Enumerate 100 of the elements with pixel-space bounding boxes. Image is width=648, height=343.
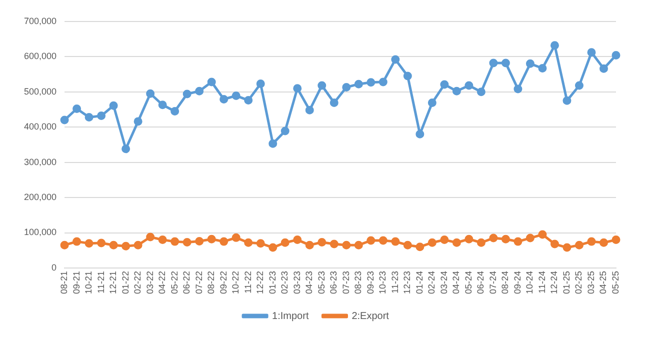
point: [122, 242, 130, 250]
y-tick-label: 300,000: [24, 156, 57, 167]
x-tick-label: 08-23: [353, 270, 364, 294]
point: [280, 126, 290, 136]
point: [366, 236, 376, 245]
point: [280, 238, 290, 247]
x-tick-label: 08-22: [206, 270, 216, 294]
point: [97, 112, 106, 120]
point: [182, 90, 192, 98]
x-tick-label: 03-25: [586, 270, 596, 294]
y-tick-label: 500,000: [24, 86, 57, 96]
point: [170, 106, 180, 116]
point: [268, 139, 278, 148]
x-tick-label: 02-23: [280, 270, 290, 294]
x-tick-label: 03-24: [438, 270, 449, 294]
x-tick-label: 02-25: [574, 270, 584, 294]
x-tick-label: 01-22: [120, 270, 130, 294]
point: [220, 95, 228, 104]
point: [122, 144, 130, 154]
x-tick-label: 09-24: [512, 270, 522, 294]
x-tick-label: 11-24: [536, 270, 547, 294]
x-tick-label: 09-21: [71, 270, 82, 294]
point: [562, 96, 572, 105]
point: [330, 98, 338, 108]
x-tick-label: 05-23: [316, 270, 326, 294]
point: [464, 81, 474, 90]
point: [428, 238, 436, 247]
y-tick-label: 0: [52, 262, 57, 272]
x-tick-label: 10-23: [378, 270, 388, 294]
point: [256, 80, 265, 88]
point: [342, 83, 351, 92]
point: [170, 237, 180, 246]
point: [244, 238, 253, 247]
point: [416, 130, 424, 138]
x-tick-label: 05-22: [169, 270, 180, 294]
y-tick-label: 100,000: [24, 227, 57, 238]
point: [207, 234, 216, 244]
legend-label: 2:Export: [352, 310, 390, 322]
point: [464, 234, 474, 244]
point: [342, 240, 351, 250]
point: [538, 230, 547, 239]
x-tick-label: 04-24: [451, 270, 462, 294]
x-tick-label: 12-21: [108, 270, 118, 294]
point: [391, 55, 400, 64]
point: [146, 89, 155, 98]
x-tick-label: 12-23: [402, 270, 412, 294]
point: [391, 237, 400, 246]
point: [599, 64, 608, 73]
point: [612, 236, 620, 244]
x-tick-label: 11-22: [242, 270, 253, 294]
point: [72, 237, 82, 246]
x-tick-label: 08-24: [500, 270, 510, 294]
point: [109, 101, 118, 110]
x-tick-label: 04-25: [598, 270, 608, 294]
x-tick-label: 06-23: [328, 270, 339, 294]
x-tick-label: 06-22: [182, 270, 192, 294]
x-tick-label: 07-24: [488, 270, 498, 294]
point: [72, 104, 82, 114]
x-tick-label: 12-24: [549, 270, 560, 294]
point: [146, 232, 155, 242]
y-tick-label: 700,000: [24, 16, 57, 26]
point: [207, 78, 216, 86]
point: [354, 80, 363, 88]
point: [562, 243, 572, 252]
point: [195, 236, 204, 246]
y-tick-label: 600,000: [24, 51, 57, 62]
point: [60, 116, 69, 124]
x-tick-label: 02-22: [132, 270, 143, 294]
point: [538, 64, 547, 72]
point: [195, 86, 204, 96]
x-tick-label: 09-23: [365, 270, 376, 294]
x-tick-label: 08-21: [59, 270, 70, 294]
point: [378, 78, 388, 86]
x-tick-label: 03-23: [292, 270, 302, 294]
point: [354, 240, 363, 250]
x-tick-label: 03-22: [144, 270, 155, 294]
point: [501, 58, 510, 68]
point: [599, 238, 608, 247]
point: [84, 239, 94, 248]
point: [256, 239, 265, 248]
point: [452, 86, 461, 96]
point: [440, 236, 449, 244]
point: [428, 98, 436, 108]
point: [440, 80, 449, 89]
x-tick-label: 01-24: [414, 270, 424, 294]
x-tick-label: 06-24: [476, 270, 486, 294]
x-tick-label: 04-23: [304, 270, 314, 294]
point: [514, 84, 522, 94]
point: [403, 240, 412, 250]
point: [244, 96, 253, 105]
point: [574, 240, 584, 250]
point: [416, 242, 424, 252]
point: [134, 117, 142, 126]
point: [305, 106, 314, 114]
point: [378, 236, 388, 245]
point: [550, 240, 559, 248]
x-tick-label: 09-22: [218, 270, 228, 294]
point: [330, 240, 338, 248]
point: [293, 84, 302, 93]
point: [232, 233, 240, 242]
